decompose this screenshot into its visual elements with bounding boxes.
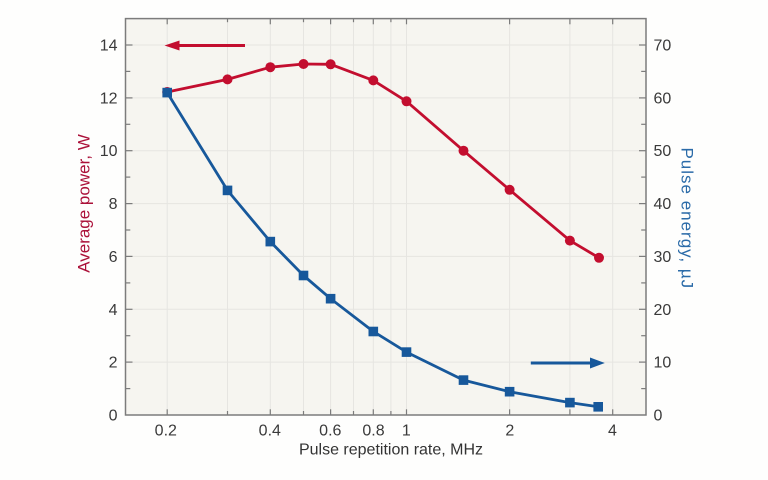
svg-text:20: 20 bbox=[654, 302, 672, 319]
svg-text:0.6: 0.6 bbox=[319, 423, 341, 440]
svg-text:6: 6 bbox=[109, 249, 118, 266]
svg-text:30: 30 bbox=[654, 249, 672, 266]
svg-text:0: 0 bbox=[109, 408, 118, 425]
svg-text:0.8: 0.8 bbox=[362, 423, 384, 440]
svg-text:14: 14 bbox=[100, 38, 118, 55]
svg-text:10: 10 bbox=[100, 143, 118, 160]
svg-text:10: 10 bbox=[654, 355, 672, 372]
svg-text:4: 4 bbox=[109, 302, 118, 319]
svg-text:0: 0 bbox=[654, 408, 663, 425]
svg-text:70: 70 bbox=[654, 38, 672, 55]
svg-text:1: 1 bbox=[402, 423, 411, 440]
svg-text:12: 12 bbox=[100, 90, 118, 107]
svg-text:4: 4 bbox=[608, 423, 617, 440]
svg-text:50: 50 bbox=[654, 143, 672, 160]
svg-text:60: 60 bbox=[654, 90, 672, 107]
svg-text:Average power, W: Average power, W bbox=[75, 134, 94, 273]
svg-text:40: 40 bbox=[654, 196, 672, 213]
svg-text:2: 2 bbox=[505, 423, 514, 440]
svg-text:Pulse repetition rate, MHz: Pulse repetition rate, MHz bbox=[299, 442, 483, 459]
svg-text:0.2: 0.2 bbox=[155, 423, 177, 440]
svg-text:0.4: 0.4 bbox=[259, 423, 281, 440]
svg-text:8: 8 bbox=[109, 196, 118, 213]
svg-text:2: 2 bbox=[109, 355, 118, 372]
svg-text:Pulse energy, µJ: Pulse energy, µJ bbox=[678, 147, 697, 289]
